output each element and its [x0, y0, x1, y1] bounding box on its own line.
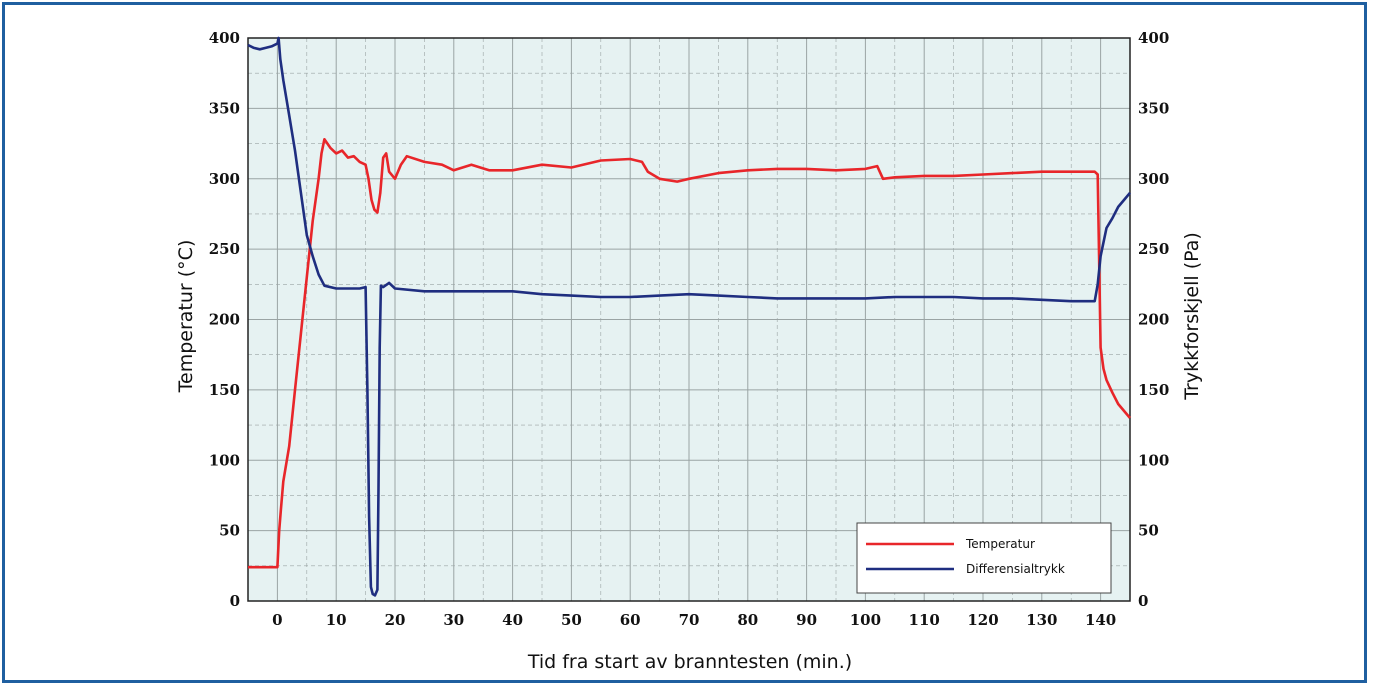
x-tick-label: 140 [1085, 611, 1116, 629]
y-tick-label-right: 0 [1138, 592, 1148, 610]
x-tick-label: 90 [796, 611, 817, 629]
series-layer [247, 36, 1131, 597]
x-tick-label: 0 [272, 611, 282, 629]
x-tick-label: 30 [443, 611, 464, 629]
y-tick-label-left: 200 [209, 311, 240, 329]
grid [248, 37, 1130, 602]
y-axis-title-left: Temperatur (°C) [175, 240, 197, 394]
y-tick-label-right: 100 [1138, 451, 1169, 469]
y-tick-label-left: 100 [209, 451, 240, 469]
x-tick-label: 100 [850, 611, 881, 629]
y-tick-label-left: 400 [209, 29, 240, 47]
x-tick-label: 110 [909, 611, 940, 629]
y-tick-label-left: 300 [209, 170, 240, 188]
legend-label-temperatur: Temperatur [965, 537, 1035, 551]
y-tick-label-right: 150 [1138, 381, 1169, 399]
x-tick-label: 20 [385, 611, 406, 629]
x-tick-label: 10 [326, 611, 347, 629]
y-tick-label-right: 250 [1138, 240, 1169, 258]
x-tick-label: 60 [620, 611, 641, 629]
y-axis-title-right: Trykkforskjell (Pa) [1181, 232, 1203, 401]
y-tick-label-left: 0 [230, 592, 240, 610]
y-tick-label-right: 300 [1138, 170, 1169, 188]
y-tick-label-left: 150 [209, 381, 240, 399]
y-tick-label-right: 50 [1138, 522, 1159, 540]
y-tick-label-left: 250 [209, 240, 240, 258]
legend-label-differensialtrykk: Differensialtrykk [966, 562, 1065, 576]
x-tick-label: 80 [737, 611, 758, 629]
y-tick-label-left: 350 [209, 99, 240, 117]
legend: Temperatur Differensialtrykk [856, 522, 1112, 594]
y-tick-label-right: 400 [1138, 29, 1169, 47]
x-axis-title: Tid fra start av branntesten (min.) [527, 651, 852, 673]
series-line-temperatur [248, 138, 1131, 569]
y-tick-label-right: 200 [1138, 311, 1169, 329]
tick-labels: 0 10 20 30 40 50 60 70 80 90 100 110 120 130 140 0 50 100… [209, 29, 1170, 629]
x-tick-label: 50 [561, 611, 582, 629]
x-tick-label: 120 [967, 611, 998, 629]
series-line-differensialtrykk [247, 36, 1131, 597]
x-tick-label: 70 [679, 611, 700, 629]
legend-box [856, 522, 1112, 594]
x-tick-label: 130 [1026, 611, 1057, 629]
y-tick-label-right: 350 [1138, 99, 1169, 117]
y-tick-label-left: 50 [219, 522, 240, 540]
plot-border [247, 37, 1131, 602]
x-tick-label: 40 [502, 611, 523, 629]
